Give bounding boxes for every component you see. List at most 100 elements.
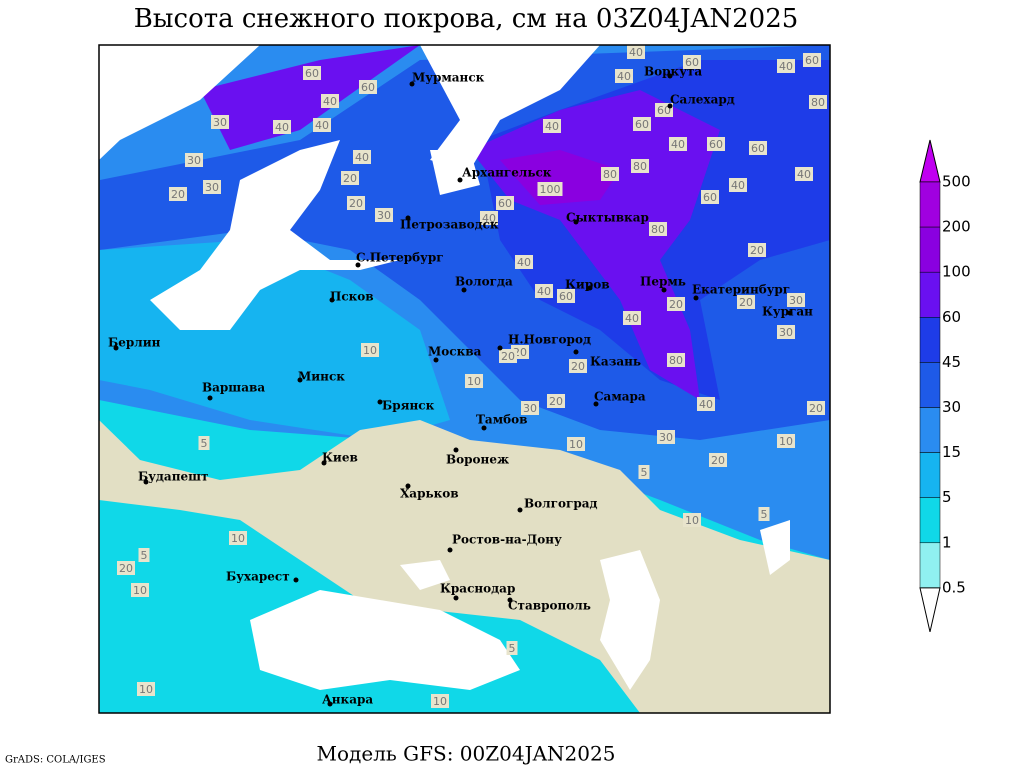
contour-label: 40 xyxy=(797,168,811,181)
snow-60-100 xyxy=(200,45,420,150)
contour-label: 30 xyxy=(523,402,537,415)
contour-label: 40 xyxy=(731,179,745,192)
contour-label-box xyxy=(697,397,715,411)
footer: Модель GFS: 00Z04JAN2025 xyxy=(317,742,616,766)
city-label: Псков xyxy=(330,290,374,304)
contour-label: 40 xyxy=(315,119,329,132)
city-dot xyxy=(507,597,513,603)
map-frame xyxy=(98,44,831,714)
contour-label: 5 xyxy=(641,466,648,479)
legend-label: 5 xyxy=(942,488,952,506)
baltic-sea xyxy=(150,140,400,330)
legend-label: 200 xyxy=(942,218,971,236)
legend-swatch xyxy=(919,317,941,363)
legend-label: 0.5 xyxy=(942,578,966,596)
contour-label: 20 xyxy=(571,360,585,373)
contour-label: 20 xyxy=(711,454,725,467)
city-label: Пермь xyxy=(640,275,686,289)
contour-label: 40 xyxy=(779,60,793,73)
city-label: С.Петербург xyxy=(356,251,444,265)
contour-label: 100 xyxy=(540,183,561,196)
city-label: Н.Новгород xyxy=(508,333,591,347)
contour-label: 5 xyxy=(141,549,148,562)
city-label: Ростов-на-Дону xyxy=(452,533,562,547)
city-label: Берлин xyxy=(108,336,161,350)
contour-label: 80 xyxy=(811,96,825,109)
contour-label: 60 xyxy=(559,290,573,303)
contour-label-box xyxy=(515,255,533,269)
contour-label: 30 xyxy=(213,116,227,129)
city-label: Курган xyxy=(762,305,813,319)
contour-label-box xyxy=(633,117,651,131)
contour-label: 20 xyxy=(669,298,683,311)
contour-label: 80 xyxy=(633,160,647,173)
contour-label-box xyxy=(631,159,649,173)
contour-label-box xyxy=(807,401,825,415)
contour-label-box xyxy=(480,211,498,225)
legend-swatch xyxy=(919,407,941,453)
contour-label: 60 xyxy=(305,67,319,80)
contour-label-box xyxy=(709,453,727,467)
city-label: Брянск xyxy=(382,399,435,413)
city-dot xyxy=(457,177,463,183)
contour-label-box xyxy=(198,436,210,450)
legend-top-arrow xyxy=(919,139,941,183)
contour-label: 80 xyxy=(603,168,617,181)
contour-label: 30 xyxy=(187,154,201,167)
contour-label: 40 xyxy=(629,46,643,59)
contour-label: 60 xyxy=(703,191,717,204)
city-label: Воронеж xyxy=(446,453,509,467)
city-dot xyxy=(355,262,361,268)
city-label: Архангельск xyxy=(462,166,552,180)
city-label: Ставрополь xyxy=(508,599,591,613)
contour-label: 20 xyxy=(171,188,185,201)
contour-label-box xyxy=(803,53,821,67)
contour-label-box xyxy=(465,374,483,388)
city-label: Бухарест xyxy=(226,570,290,584)
contour-label-box xyxy=(567,437,585,451)
contour-label-box xyxy=(375,208,393,222)
contour-label-box xyxy=(137,682,155,696)
legend-swatch xyxy=(919,497,941,544)
barents-sea xyxy=(420,45,600,170)
city-dot xyxy=(377,399,383,405)
city-dot xyxy=(517,507,523,513)
contour-label: 10 xyxy=(467,375,481,388)
contour-label: 40 xyxy=(537,285,551,298)
contour-label: 30 xyxy=(779,326,793,339)
city-dot xyxy=(297,377,303,383)
contour-label-box xyxy=(701,190,719,204)
city-dot xyxy=(405,215,411,221)
city-dot xyxy=(453,595,459,601)
contour-label-box xyxy=(341,171,359,185)
city-dot xyxy=(113,345,119,351)
contour-label: 30 xyxy=(377,209,391,222)
legend-bottom-arrow xyxy=(919,587,941,633)
contour-label-box xyxy=(777,59,795,73)
legend-label: 500 xyxy=(942,173,971,191)
contour-label: 40 xyxy=(482,212,496,225)
city-dot xyxy=(461,287,467,293)
city-dot xyxy=(661,287,667,293)
legend-label: 45 xyxy=(942,353,961,371)
contour-label: 40 xyxy=(323,95,337,108)
city-dot xyxy=(667,73,673,79)
contour-label: 30 xyxy=(789,294,803,307)
city-label: Петрозаводск xyxy=(400,218,499,232)
contour-label: 40 xyxy=(617,70,631,83)
contour-label-box xyxy=(649,222,667,236)
contour-label-box xyxy=(499,349,517,363)
contour-label-box xyxy=(117,561,135,575)
contour-label-box xyxy=(547,394,565,408)
contour-label: 60 xyxy=(498,197,512,210)
city-label: Сыктывкар xyxy=(566,211,649,225)
city-dot xyxy=(327,701,333,707)
contour-label-box xyxy=(359,80,377,94)
city-label: Минск xyxy=(298,370,345,384)
city-label: Екатеринбург xyxy=(692,283,790,297)
contour-label-box xyxy=(707,137,725,151)
contour-label-box xyxy=(521,401,539,415)
contour-label: 20 xyxy=(343,172,357,185)
contour-label-box xyxy=(627,45,645,59)
